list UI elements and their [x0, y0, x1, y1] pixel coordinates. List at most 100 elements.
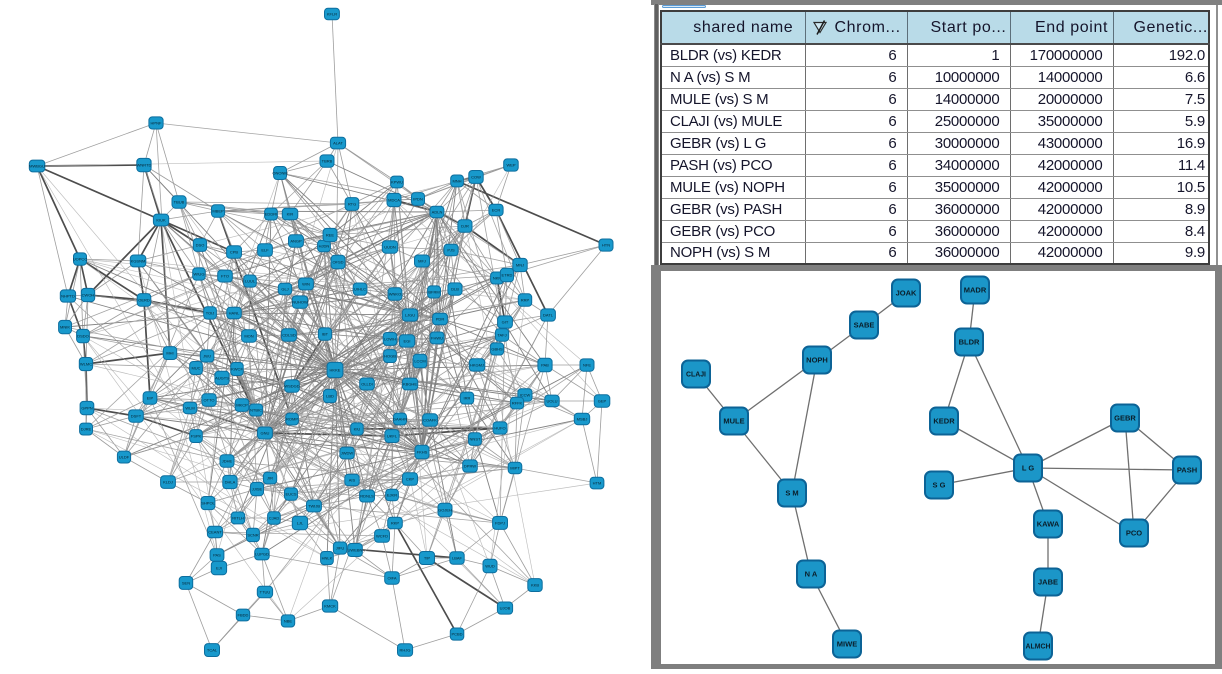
svg-text:RKP: RKP [391, 521, 400, 526]
svg-text:DSFT: DSFT [131, 414, 142, 419]
svg-text:MULE: MULE [723, 417, 744, 426]
svg-text:MADR: MADR [964, 286, 987, 295]
svg-text:MON: MON [244, 334, 253, 339]
svg-text:MFJ: MFJ [418, 259, 426, 264]
svg-text:IPDN: IPDN [413, 197, 423, 202]
svg-text:PCO: PCO [1126, 529, 1142, 538]
svg-text:NKP: NKP [493, 276, 502, 281]
svg-text:IBT: IBT [322, 332, 329, 337]
svg-text:ALAT: ALAT [333, 141, 343, 146]
svg-text:SABE: SABE [854, 321, 875, 330]
svg-text:MKCP: MKCP [236, 403, 248, 408]
svg-text:LCCM: LCCM [414, 359, 425, 364]
svg-text:JOAK: JOAK [896, 289, 917, 298]
svg-text:KBGHE: KBGHE [403, 382, 417, 387]
svg-text:PASH: PASH [1177, 466, 1197, 475]
svg-text:MDCA: MDCA [388, 198, 400, 203]
svg-text:MIWE: MIWE [837, 640, 857, 649]
svg-text:WSDGD: WSDGD [284, 384, 299, 389]
svg-text:TCAL: TCAL [207, 648, 218, 653]
svg-text:OLLDI: OLLDI [361, 382, 373, 387]
svg-text:UIHLC: UIHLC [354, 287, 366, 292]
svg-text:RDNLS: RDNLS [360, 494, 374, 499]
svg-text:FKHS: FKHS [417, 450, 428, 455]
svg-text:HJDN: HJDN [319, 244, 330, 249]
svg-text:DJRE: DJRE [81, 427, 92, 432]
svg-text:FBDD: FBDD [238, 613, 249, 618]
svg-text:HTM: HTM [593, 481, 602, 486]
svg-text:N A: N A [805, 570, 818, 579]
svg-text:JWDW: JWDW [341, 451, 354, 456]
svg-text:BFRM: BFRM [428, 290, 439, 295]
svg-text:SHPOL: SHPOL [201, 501, 215, 506]
svg-text:KLDJ: KLDJ [163, 480, 173, 485]
svg-text:GNU: GNU [261, 431, 270, 436]
svg-text:DATL: DATL [543, 313, 554, 318]
svg-text:TTUU: TTUU [260, 590, 271, 595]
svg-text:LBD: LBD [326, 394, 334, 399]
svg-text:NOPH: NOPH [806, 356, 828, 365]
svg-text:KWCF: KWCF [231, 367, 243, 372]
svg-text:CKP: CKP [406, 477, 415, 482]
svg-text:DLB: DLB [451, 287, 459, 292]
svg-text:ELF: ELF [261, 248, 269, 253]
svg-text:HANL: HANL [229, 311, 240, 316]
svg-text:CEANT: CEANT [208, 530, 222, 535]
svg-text:MNIK: MNIK [60, 325, 70, 330]
svg-text:HKKE: HKKE [330, 368, 341, 373]
svg-text:EJKR: EJKR [387, 493, 397, 498]
svg-text:KMCK: KMCK [324, 604, 336, 609]
svg-text:RTG: RTG [348, 202, 356, 207]
svg-text:OFSD: OFSD [332, 260, 343, 265]
svg-text:CDLSD: CDLSD [282, 333, 296, 338]
svg-text:KFLR: KFLR [327, 12, 337, 17]
svg-text:GOJEH: GOJEH [438, 508, 452, 513]
svg-text:PJS: PJS [447, 248, 455, 253]
svg-text:JIR: JIR [267, 476, 273, 481]
svg-text:ULDF: ULDF [119, 455, 130, 460]
svg-text:GIT: GIT [502, 320, 509, 325]
svg-text:CLAJI: CLAJI [686, 372, 706, 379]
svg-text:PAB: PAB [541, 363, 549, 368]
svg-text:LBAF: LBAF [452, 556, 463, 561]
svg-text:IRR: IRR [464, 396, 471, 401]
svg-text:DSDO: DSDO [77, 334, 89, 339]
svg-text:LOWH: LOWH [384, 337, 396, 342]
svg-text:L G: L G [1022, 464, 1035, 473]
svg-text:SCNR: SCNR [247, 533, 258, 538]
svg-text:EIP: EIP [147, 396, 154, 401]
svg-text:NTBIC: NTBIC [250, 408, 262, 413]
svg-text:ETRD: ETRD [502, 273, 513, 278]
svg-text:TAFJ: TAFJ [497, 333, 506, 338]
svg-text:S M: S M [785, 489, 798, 498]
svg-text:DHLA: DHLA [225, 480, 236, 485]
svg-text:PAS: PAS [213, 553, 221, 558]
svg-text:PCBD: PCBD [451, 632, 462, 637]
svg-text:LJGU: LJGU [405, 313, 415, 318]
svg-text:CPB: CPB [230, 250, 239, 255]
svg-text:NUHOW: NUHOW [292, 300, 308, 305]
svg-text:FDPJ: FDPJ [495, 521, 505, 526]
svg-text:CWOH: CWOH [82, 293, 95, 298]
svg-text:WEP: WEP [506, 163, 515, 168]
svg-text:JWJ: JWJ [203, 354, 211, 359]
svg-text:ALMCH: ALMCH [1026, 644, 1051, 651]
svg-text:WNRTD: WNRTD [137, 163, 152, 168]
svg-text:HUFO: HUFO [494, 426, 505, 431]
svg-text:JABE: JABE [1038, 578, 1058, 587]
svg-text:ECR: ECR [492, 208, 501, 213]
svg-text:HTN: HTN [602, 243, 610, 248]
svg-text:JJISE: JJISE [252, 487, 263, 492]
svg-text:MHI: MHI [166, 351, 173, 356]
svg-text:TOIJ: TOIJ [206, 311, 215, 316]
svg-text:MNJ: MNJ [516, 263, 524, 268]
svg-text:FTO: FTO [221, 274, 229, 279]
svg-text:FHWU: FHWU [431, 336, 443, 341]
svg-text:OTTO: OTTO [203, 398, 214, 403]
svg-text:S G: S G [933, 481, 946, 490]
svg-text:NNST: NNST [470, 437, 481, 442]
svg-text:OERD: OERD [138, 298, 150, 303]
svg-text:NHPTD: NHPTD [61, 294, 75, 299]
svg-text:HPNF: HPNF [151, 121, 162, 126]
svg-text:UOLU: UOLU [546, 399, 557, 404]
